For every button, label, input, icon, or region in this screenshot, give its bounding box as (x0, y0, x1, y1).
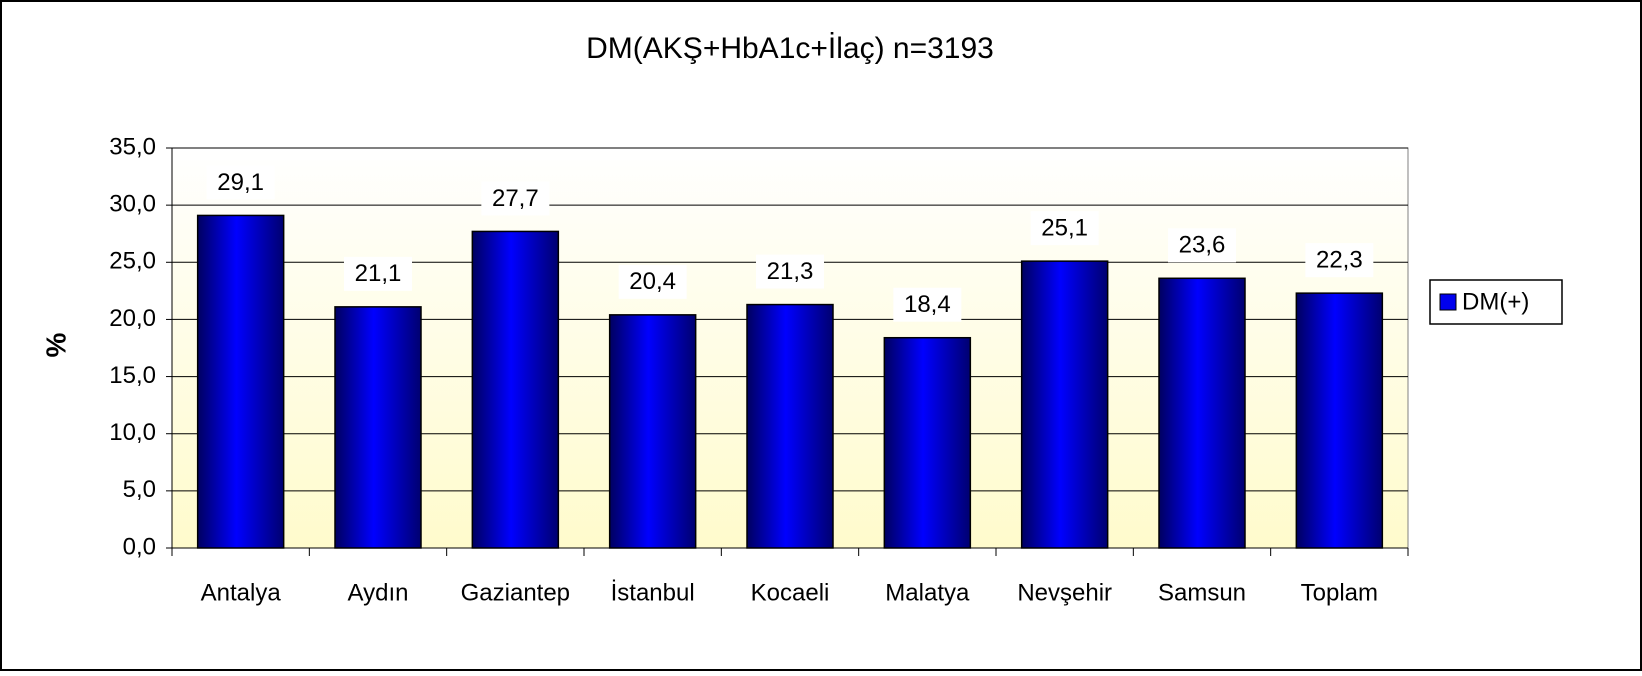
y-axis-label: % (40, 332, 71, 357)
value-label-box (344, 256, 412, 291)
bar (883, 336, 972, 549)
legend-label: DM(+) (1462, 288, 1529, 315)
x-tick-label: Aydın (348, 579, 409, 606)
value-label-box (756, 254, 824, 289)
bar (471, 230, 560, 549)
x-tick-label: Kocaeli (751, 579, 830, 606)
x-tick-label: Gaziantep (461, 579, 570, 606)
x-tick-label: Nevşehir (1017, 579, 1112, 606)
bar (608, 314, 697, 549)
y-tick-label: 35,0 (109, 133, 156, 160)
value-label: 21,1 (355, 260, 402, 287)
x-tick-label: Toplam (1301, 579, 1378, 606)
bar (1020, 260, 1109, 549)
y-tick-label: 0,0 (123, 533, 156, 560)
y-tick-label: 30,0 (109, 190, 156, 217)
value-label: 29,1 (217, 169, 264, 196)
x-tick-label: Samsun (1158, 579, 1246, 606)
value-label: 23,6 (1179, 232, 1226, 259)
value-label: 21,3 (767, 258, 814, 285)
x-tick-label: Malatya (885, 579, 970, 606)
bar (1158, 277, 1246, 549)
x-tick-label: Antalya (201, 579, 282, 606)
value-label: 18,4 (904, 291, 951, 318)
bar (334, 306, 422, 549)
chart-title: DM(AKŞ+HbA1c+İlaç) n=3193 (586, 32, 994, 65)
value-label-box (206, 165, 275, 200)
legend-swatch (1439, 293, 1457, 311)
value-label: 27,7 (492, 185, 539, 212)
y-tick-label: 20,0 (109, 305, 156, 332)
bar (746, 303, 834, 549)
value-label: 22,3 (1316, 246, 1363, 273)
value-label: 20,4 (629, 268, 676, 295)
value-label-box (481, 181, 550, 216)
bar (1295, 292, 1384, 549)
bar (196, 214, 285, 549)
value-label-box (1305, 243, 1374, 278)
y-tick-label: 5,0 (123, 476, 156, 503)
value-label: 25,1 (1041, 214, 1088, 241)
value-label-box (893, 287, 962, 322)
value-label-box (1030, 211, 1099, 246)
y-tick-label: 10,0 (109, 419, 156, 446)
value-label-box (618, 264, 687, 299)
value-label-box (1168, 228, 1236, 263)
y-tick-label: 15,0 (109, 362, 156, 389)
y-tick-label: 25,0 (109, 248, 156, 275)
x-tick-label: İstanbul (611, 579, 695, 606)
